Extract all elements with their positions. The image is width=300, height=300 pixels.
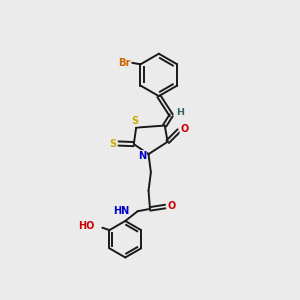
Text: S: S bbox=[110, 139, 117, 148]
Text: O: O bbox=[167, 201, 175, 211]
Text: S: S bbox=[131, 116, 138, 126]
Text: H: H bbox=[177, 108, 184, 117]
Text: N: N bbox=[138, 151, 146, 160]
Text: O: O bbox=[180, 124, 188, 134]
Text: HN: HN bbox=[113, 206, 130, 216]
Text: HO: HO bbox=[78, 221, 95, 231]
Text: Br: Br bbox=[118, 58, 130, 68]
